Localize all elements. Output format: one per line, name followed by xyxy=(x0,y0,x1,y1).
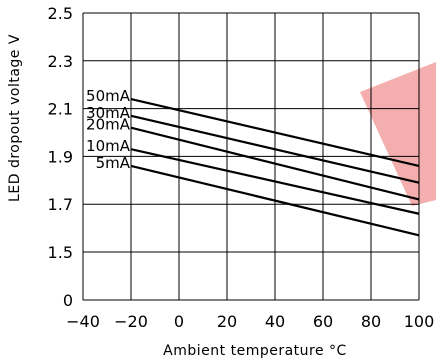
series-label-50mA: 50mA xyxy=(86,87,131,105)
y-tick-label: 2.5 xyxy=(48,4,73,23)
series-line-5mA xyxy=(130,164,420,237)
series-line-20mA xyxy=(130,126,420,201)
y-tick-label: 0 xyxy=(63,291,73,310)
series-lines xyxy=(130,97,420,237)
y-axis-title: LED dropout voltage V xyxy=(7,34,23,202)
x-tick-label: −40 xyxy=(66,312,100,331)
y-tick-label: 2.3 xyxy=(48,52,73,71)
y-tick-label: 2.1 xyxy=(48,100,73,119)
series-label-30mA: 30mA xyxy=(86,104,131,122)
series-label-5mA: 5mA xyxy=(96,154,131,172)
x-tick-label: 0 xyxy=(174,312,184,331)
series-line-10mA xyxy=(130,148,420,215)
x-tick-label: 20 xyxy=(217,312,237,331)
y-tick-labels: 0 1.5 1.7 1.9 2.1 2.3 2.5 xyxy=(48,4,73,310)
x-tick-label: 100 xyxy=(404,312,435,331)
series-line-30mA xyxy=(130,114,420,184)
y-tick-label: 1.7 xyxy=(48,195,73,214)
y-tick-label: 1.9 xyxy=(48,147,73,166)
series-label-20mA: 20mA xyxy=(86,116,131,134)
x-tick-label: 40 xyxy=(265,312,285,331)
grid xyxy=(82,12,420,301)
x-tick-label: 60 xyxy=(313,312,333,331)
x-axis-title: Ambient temperature °C xyxy=(163,343,347,359)
x-tick-label: 80 xyxy=(361,312,381,331)
series-line-50mA xyxy=(130,97,420,168)
x-tick-labels: −40 −20 0 20 40 60 80 100 xyxy=(66,312,434,331)
series-label-10mA: 10mA xyxy=(86,137,131,155)
x-tick-label: −20 xyxy=(114,312,148,331)
y-tick-label: 1.5 xyxy=(48,243,73,262)
watermark-logo xyxy=(360,62,436,206)
